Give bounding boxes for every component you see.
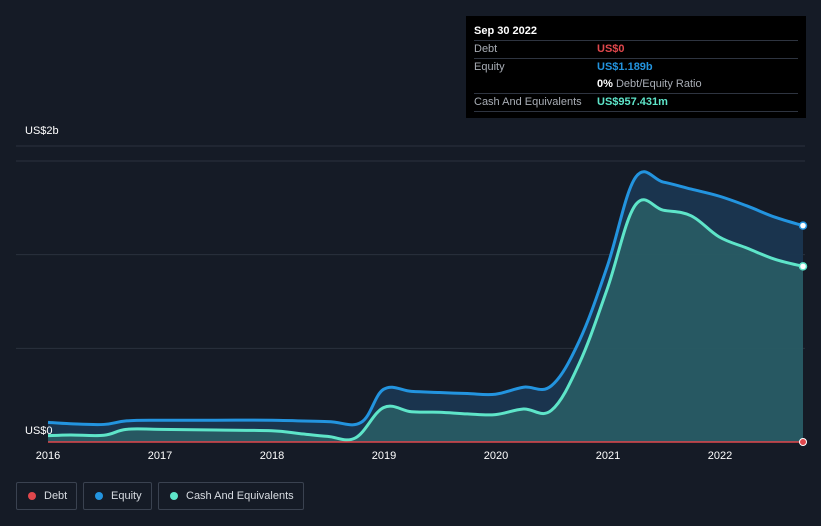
tooltip-value-equity: US$1.189b [597,61,653,73]
cash-line [47,198,804,442]
x-tick-label: 2020 [483,450,509,462]
x-tick-label: 2016 [35,450,61,462]
legend-item-debt[interactable]: Debt [16,482,77,510]
y-tick-label-zero: US$0 [25,425,53,437]
legend-dot-equity [95,492,103,500]
tooltip-label: Cash And Equivalents [474,96,582,108]
x-tick-label: 2022 [707,450,733,462]
x-tick-label: 2019 [371,450,397,462]
equity-line [47,170,804,427]
tooltip-row-equity: Equity US$1.189b [474,58,798,76]
y-tick-label-top: US$2b [25,125,59,137]
cash-area [48,199,803,442]
tooltip-value-cash: US$957.431m [597,96,668,108]
x-tick-label: 2017 [147,450,173,462]
tooltip-label [474,76,597,93]
legend-label: Debt [44,490,68,502]
data-tooltip: Sep 30 2022 Debt US$0 Equity US$1.189b 0… [466,16,806,118]
legend-dot-cash [170,492,178,500]
tooltip-value-debt: US$0 [597,43,625,55]
tooltip-label: Equity [474,61,505,73]
tooltip-row-ratio: 0% Debt/Equity Ratio [474,76,798,93]
tooltip-row-debt: Debt US$0 [474,40,798,58]
tooltip-label: Debt [474,43,498,55]
equity-end-marker [798,221,808,230]
tooltip-ratio-label: Debt/Equity Ratio [615,78,702,90]
x-tick-label: 2021 [595,450,621,462]
tooltip-value-ratio: 0% [597,78,613,90]
legend-item-equity[interactable]: Equity [83,482,152,510]
legend-item-cash[interactable]: Cash And Equivalents [158,482,304,510]
legend-dot-debt [28,492,36,500]
debt-end-marker [799,438,807,446]
legend-label: Cash And Equivalents [186,490,294,502]
legend-label: Equity [111,490,142,502]
x-tick-label: 2018 [259,450,285,462]
tooltip-date: Sep 30 2022 [474,25,537,37]
tooltip-row-cash: Cash And Equivalents US$957.431m [474,93,798,112]
cash-end-marker [798,262,808,271]
